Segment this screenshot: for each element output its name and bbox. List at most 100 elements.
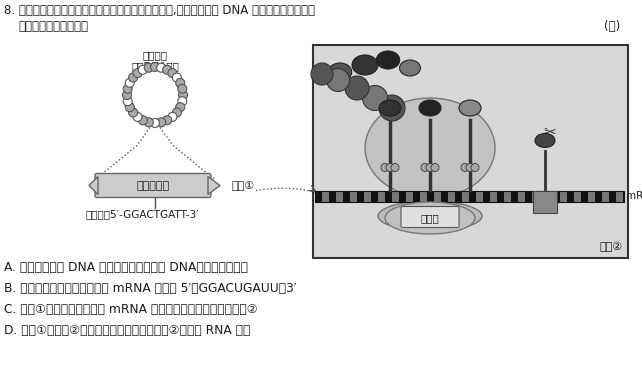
Circle shape [311,63,333,85]
Bar [385,191,392,201]
Text: ✂: ✂ [544,125,557,140]
Bar [378,191,385,201]
Bar [476,191,483,201]
Ellipse shape [352,55,378,75]
Text: (　): ( ) [604,20,620,33]
Circle shape [176,103,185,112]
Bar [420,191,427,201]
Circle shape [123,84,132,93]
Circle shape [157,63,166,72]
Text: C. 过程①结束后形成的成熟 mRNA 会与核糖体结合开始进行过程②: C. 过程①结束后形成的成熟 mRNA 会与核糖体结合开始进行过程② [4,303,257,316]
Bar [455,191,462,201]
Bar [357,191,364,201]
Circle shape [426,164,434,172]
Circle shape [386,164,394,172]
Circle shape [125,78,134,87]
Bar [504,191,511,201]
Ellipse shape [376,51,400,69]
Text: 编码链：5′-GGACTGATT-3′: 编码链：5′-GGACTGATT-3′ [85,210,198,219]
Circle shape [173,108,182,117]
Bar [546,191,553,201]
Circle shape [471,164,479,172]
Bar [490,191,497,201]
FancyBboxPatch shape [401,207,459,227]
Bar [322,191,329,201]
Bar [533,191,557,212]
Bar [518,191,525,201]
Bar [469,191,476,201]
Bar [525,191,532,201]
Polygon shape [208,177,220,195]
Polygon shape [89,177,98,195]
Circle shape [133,69,142,78]
Bar [595,191,602,201]
Circle shape [123,91,132,100]
Text: 蓝细菌的: 蓝细菌的 [143,50,168,60]
Circle shape [466,164,474,172]
Circle shape [461,164,469,172]
Ellipse shape [535,134,555,147]
Bar [532,191,539,201]
Ellipse shape [328,63,352,81]
Circle shape [391,164,399,172]
Circle shape [173,73,182,82]
Ellipse shape [419,100,441,116]
Text: D. 过程①和过程②都存在碱基互补配对，过程②有两种 RNA 参与: D. 过程①和过程②都存在碱基互补配对，过程②有两种 RNA 参与 [4,324,250,337]
Bar [371,191,378,201]
Bar [406,191,413,201]
Text: mRNA: mRNA [626,191,642,201]
Circle shape [150,62,159,72]
Circle shape [139,116,148,125]
Circle shape [431,164,439,172]
Circle shape [157,118,166,127]
Bar [581,191,588,201]
Circle shape [178,97,187,106]
Bar [483,191,490,201]
Bar [364,191,371,201]
Ellipse shape [378,201,482,231]
Circle shape [162,116,171,125]
Bar [616,191,623,201]
Bar [567,191,574,201]
Bar [434,191,441,201]
Circle shape [178,84,187,93]
Circle shape [421,164,429,172]
Bar [392,191,399,201]
Bar [609,191,616,201]
Ellipse shape [365,98,495,198]
Circle shape [125,103,134,112]
Text: B. 图示部分基因序列转录出的 mRNA 序列为 5′－GGACUGAUU－3′: B. 图示部分基因序列转录出的 mRNA 序列为 5′－GGACUGAUU－3′ [4,282,297,295]
Bar [539,191,546,201]
Circle shape [144,63,153,72]
Circle shape [363,85,388,111]
Circle shape [150,119,159,127]
Ellipse shape [399,60,421,76]
Bar [441,191,448,201]
Bar [315,191,624,201]
Bar [560,191,567,201]
Circle shape [128,73,137,82]
Bar [553,191,560,201]
Bar [313,45,628,258]
Bar [399,191,406,201]
Text: 过程②: 过程② [600,242,623,252]
Bar [462,191,469,201]
Text: 8. 如图为蓝细菌拟核上的呼吸酶基因表达过程示意图,其中编码链与 DNA 分子转录的模板链互: 8. 如图为蓝细菌拟核上的呼吸酶基因表达过程示意图,其中编码链与 DNA 分子转… [4,4,315,17]
Bar [588,191,595,201]
Circle shape [168,112,177,122]
Bar [329,191,336,201]
Bar [602,191,609,201]
Text: 呼吸酶基因: 呼吸酶基因 [137,181,169,192]
Circle shape [128,108,137,117]
Bar [336,191,343,201]
Circle shape [123,97,132,106]
Bar [315,191,322,201]
Circle shape [139,65,148,74]
Bar [427,191,434,201]
Bar [413,191,420,201]
Text: 过程①: 过程① [231,181,254,191]
Bar [511,191,518,201]
Circle shape [381,164,389,172]
Text: 环形DNA分子: 环形DNA分子 [131,61,179,71]
Bar [497,191,504,201]
